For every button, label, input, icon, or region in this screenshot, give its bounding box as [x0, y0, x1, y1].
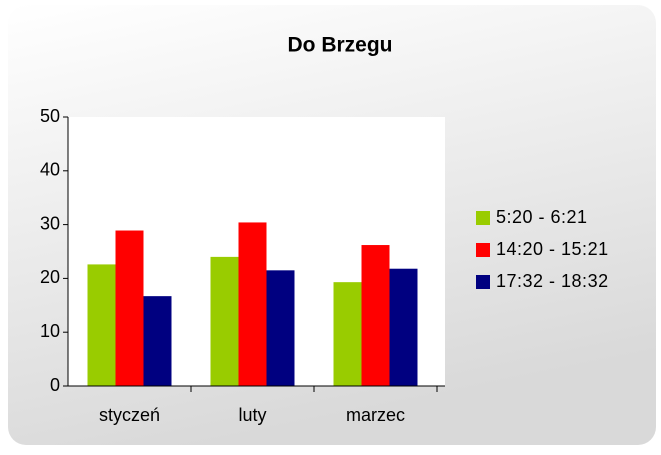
legend-label: 14:20 - 15:21	[496, 239, 609, 259]
bar	[115, 230, 144, 386]
y-tick-label: 30	[40, 213, 60, 233]
x-tick-label: luty	[238, 405, 266, 425]
legend-swatch	[476, 243, 490, 257]
bar	[238, 222, 267, 386]
legend-swatch	[476, 275, 490, 289]
bar	[361, 245, 390, 386]
y-tick-label: 20	[40, 267, 60, 287]
legend-label: 5:20 - 6:21	[496, 207, 588, 227]
legend-label: 17:32 - 18:32	[496, 271, 609, 291]
bar	[210, 256, 239, 386]
bar	[87, 264, 116, 386]
x-tick-label: marzec	[346, 405, 405, 425]
chart-title: Do Brzegu	[288, 34, 393, 57]
x-tick-label: styczeń	[99, 405, 160, 425]
bar	[389, 268, 418, 386]
y-tick-label: 50	[40, 106, 60, 126]
bar	[333, 282, 362, 386]
bar	[143, 296, 172, 386]
y-tick-label: 10	[40, 321, 60, 341]
legend-swatch	[476, 211, 490, 225]
y-tick-label: 40	[40, 160, 60, 180]
y-tick-label: 0	[50, 375, 60, 395]
bar	[266, 270, 295, 386]
